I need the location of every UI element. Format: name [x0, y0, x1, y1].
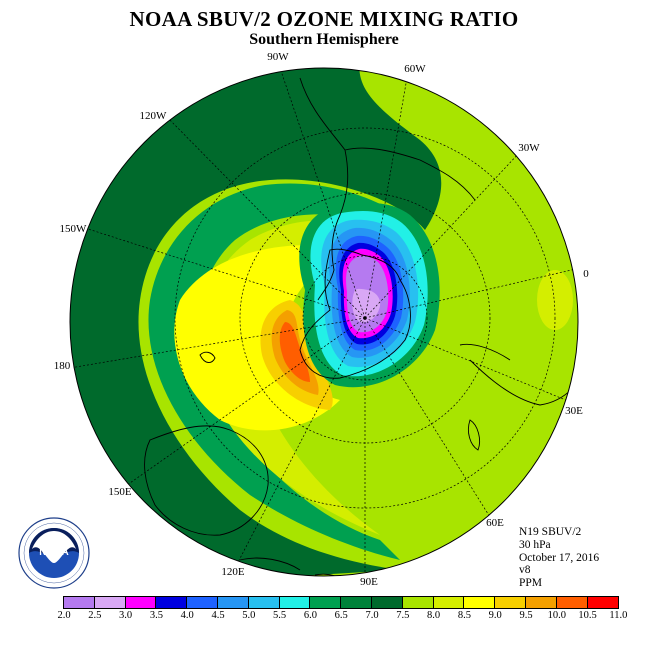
colorbar-tick-label: 9.0 [488, 610, 502, 621]
colorbar-swatch [187, 597, 218, 608]
colorbar-tick-label: 10.5 [578, 610, 597, 621]
colorbar-tick-label: 7.0 [365, 610, 379, 621]
page-title: NOAA SBUV/2 OZONE MIXING RATIO [129, 7, 519, 31]
colorbar-tick-label: 3.5 [149, 610, 163, 621]
lon-label-180: 180 [53, 360, 71, 372]
colorbar-swatch [433, 597, 465, 608]
map-boundary [69, 67, 579, 577]
colorbar-tick-label: 5.0 [242, 610, 256, 621]
lon-label-30w: 30W [518, 142, 540, 154]
satellite-label: N19 SBUV/2 [519, 526, 582, 538]
colorbar-tick-label: 7.5 [396, 610, 410, 621]
colorbar-swatch [217, 597, 249, 608]
colorbar-tick-label: 8.0 [427, 610, 441, 621]
ozone-field [70, 68, 578, 576]
colorbar-tick-label: 11.0 [609, 610, 628, 621]
colorbar-swatch [587, 597, 619, 608]
coastlines [144, 77, 578, 576]
colorbar-swatch [341, 597, 372, 608]
colorbar-tick-label: 6.5 [334, 610, 348, 621]
colorbar [63, 596, 620, 609]
page-subtitle: Southern Hemisphere [249, 31, 399, 48]
colorbar-tick-label: 2.0 [57, 610, 71, 621]
colorbar-swatch [279, 597, 311, 608]
colorbar-swatch [94, 597, 126, 608]
lon-label-90e: 90E [360, 576, 378, 588]
lon-label-120w: 120W [139, 110, 167, 122]
contour-10-0 [279, 322, 310, 382]
colorbar-swatch [525, 597, 557, 608]
lon-label-90w: 90W [267, 51, 289, 63]
info-block: N19 SBUV/2 30 hPa October 17, 2016 v8 PP… [519, 526, 599, 590]
graticule [70, 68, 578, 576]
noaa-logo-text: NOAA [39, 547, 68, 558]
colorbar-tick-label: 2.5 [88, 610, 102, 621]
colorbar-tick-label: 4.0 [180, 610, 194, 621]
colorbar-ticks: 2.0 2.5 3.0 3.5 4.0 4.5 5.0 5.5 6.0 6.5 7.0 7.5 8.0 8… [0, 610, 648, 624]
colorbar-tick-label: 6.0 [303, 610, 317, 621]
lon-label-30e: 30E [565, 405, 583, 417]
colorbar-swatch [248, 597, 280, 608]
contour-2-0 [352, 288, 381, 323]
lon-label-150e: 150E [108, 486, 132, 498]
colorbar-swatch [371, 597, 403, 608]
colorbar-swatch [156, 597, 188, 608]
colorbar-swatch [495, 597, 526, 608]
colorbar-tick-label: 5.5 [273, 610, 287, 621]
colorbar-swatch [464, 597, 496, 608]
colorbar-tick-label: 10.0 [547, 610, 566, 621]
version-label: v8 [519, 564, 531, 577]
colorbar-tick-label: 8.5 [457, 610, 471, 621]
pressure-label: 30 hPa [519, 538, 551, 551]
colorbar-swatch [402, 597, 434, 608]
colorbar-tick-label: 4.5 [211, 610, 225, 621]
colorbar-swatch [64, 597, 95, 608]
contour-7-0 [70, 68, 442, 576]
noaa-logo-icon: NOAA [18, 517, 90, 589]
lon-label-60e: 60E [486, 517, 504, 529]
colorbar-swatch [125, 597, 157, 608]
colorbar-swatch [556, 597, 588, 608]
lon-label-150w: 150W [59, 223, 87, 235]
lon-label-120e: 120E [221, 566, 245, 578]
date-label: October 17, 2016 [519, 551, 600, 564]
units-label: PPM [519, 577, 543, 590]
colorbar-tick-label: 3.0 [119, 610, 133, 621]
lon-label-60w: 60W [404, 63, 426, 75]
colorbar-swatch [310, 597, 342, 608]
contour-8-0-east [537, 270, 573, 330]
lon-label-0: 0 [583, 268, 589, 280]
colorbar-tick-label: 9.5 [519, 610, 533, 621]
